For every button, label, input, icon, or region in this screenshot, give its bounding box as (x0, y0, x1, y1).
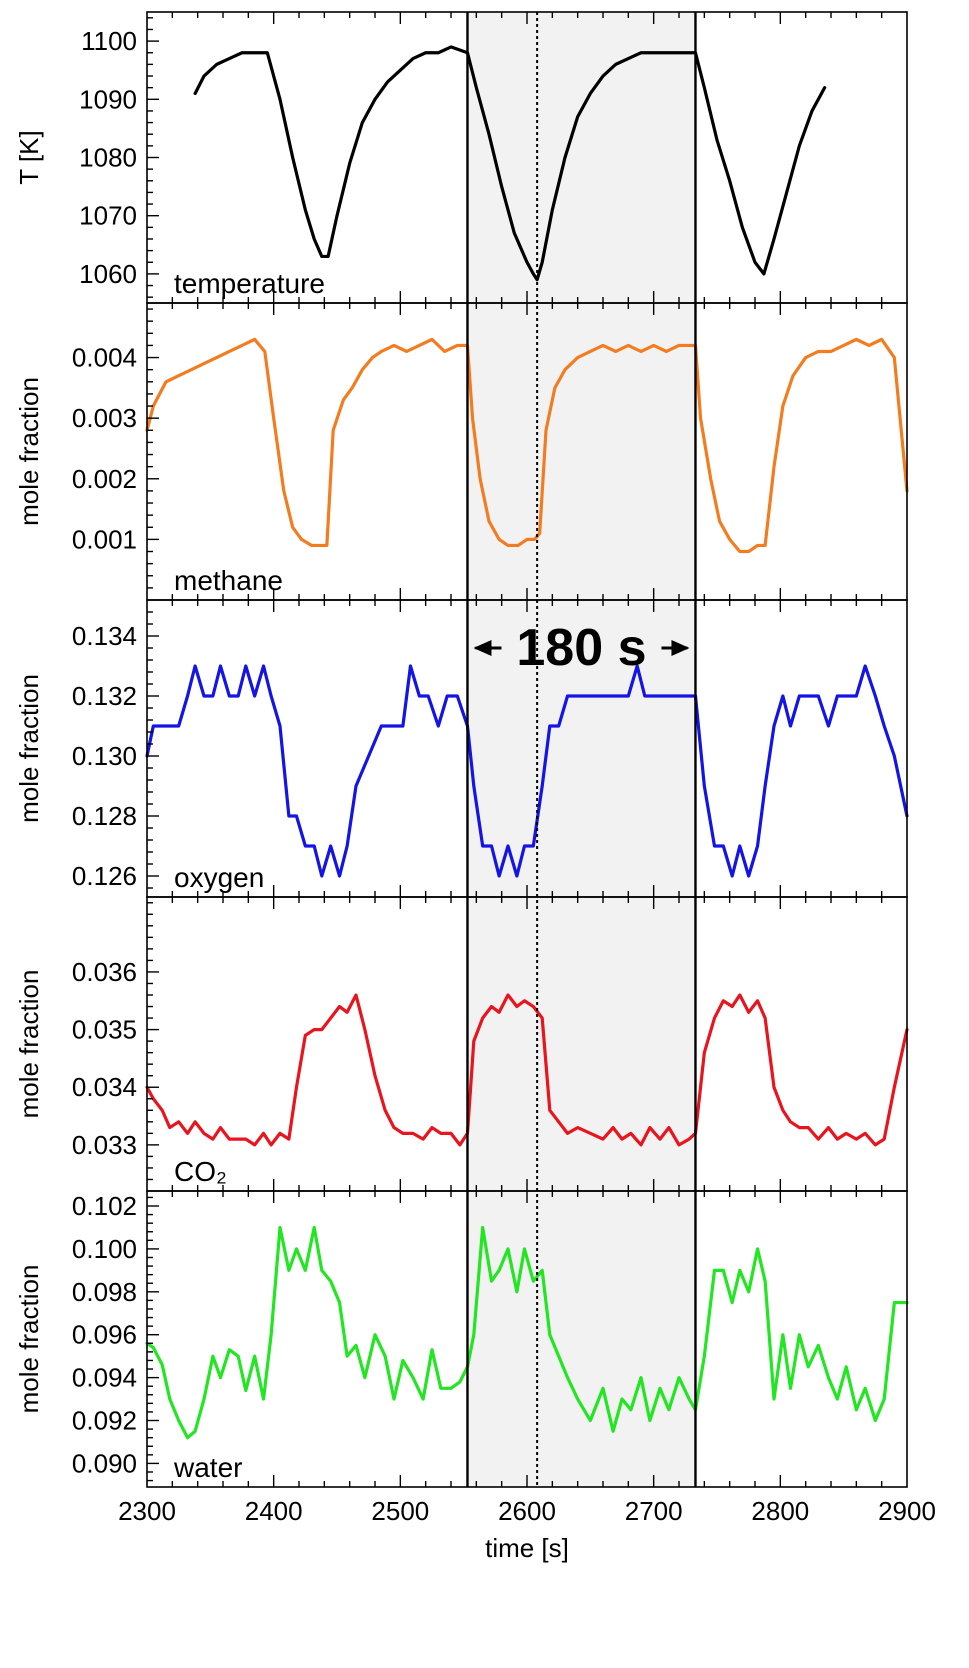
x-tick-label: 2600 (498, 1496, 556, 1526)
x-axis-label: time [s] (485, 1533, 569, 1563)
co2-y-tick-label: 0.034 (72, 1072, 137, 1102)
temperature-series-line (193, 45, 827, 282)
water-y-tick-label: 0.092 (72, 1406, 137, 1436)
temperature-y-tick-label: 1090 (79, 84, 137, 114)
co2-series-line (145, 993, 909, 1147)
methane-y-tick-label: 0.002 (72, 464, 137, 494)
co2-y-tick-label: 0.033 (72, 1130, 137, 1160)
temperature-y-tick-label: 1080 (79, 143, 137, 173)
methane-y-axis-label: mole fraction (14, 377, 44, 526)
oxygen-y-tick-label: 0.130 (72, 741, 137, 771)
annotation-180s-label: 180 s (516, 619, 646, 677)
water-y-axis-label: mole fraction (14, 1265, 44, 1414)
oxygen-y-axis-label: mole fraction (14, 674, 44, 823)
oxygen-y-tick-label: 0.132 (72, 681, 137, 711)
water-y-tick-label: 0.098 (72, 1277, 137, 1307)
methane-y-tick-label: 0.004 (72, 343, 137, 373)
water-y-tick-label: 0.102 (72, 1191, 137, 1221)
water-y-tick-label: 0.100 (72, 1234, 137, 1264)
water-series-line (145, 1225, 909, 1440)
methane-panel-label: methane (174, 565, 283, 596)
temperature-panel-label: temperature (174, 268, 325, 299)
water-y-tick-label: 0.096 (72, 1320, 137, 1350)
oxygen-panel-label: oxygen (174, 862, 264, 893)
shaded-region (467, 12, 696, 1487)
x-tick-label: 2300 (118, 1496, 176, 1526)
co2-panel-label: CO₂ (174, 1156, 227, 1187)
co2-y-tick-label: 0.035 (72, 1015, 137, 1045)
x-tick-label: 2900 (878, 1496, 936, 1526)
methane-y-tick-label: 0.003 (72, 403, 137, 433)
x-tick-label: 2400 (245, 1496, 303, 1526)
x-tick-label: 2700 (625, 1496, 683, 1526)
oxygen-y-tick-label: 0.126 (72, 861, 137, 891)
annotation-group: 180 s (473, 619, 690, 677)
co2-y-tick-label: 0.036 (72, 957, 137, 987)
ticks-layer (147, 12, 883, 1487)
methane-series-line (145, 337, 909, 554)
vertical-markers-layer (466, 12, 697, 1487)
water-y-tick-label: 0.094 (72, 1363, 137, 1393)
temperature-y-tick-label: 1070 (79, 201, 137, 231)
co2-y-axis-label: mole fraction (14, 970, 44, 1119)
water-y-tick-label: 0.090 (72, 1448, 137, 1478)
temperature-y-tick-label: 1060 (79, 259, 137, 289)
annotation-arrow-left-head (473, 640, 492, 656)
oxygen-series-line (145, 664, 909, 878)
x-tick-label: 2800 (751, 1496, 809, 1526)
temperature-y-axis-label: T [K] (14, 130, 44, 184)
shaded-band-layer (467, 12, 696, 1487)
methane-y-tick-label: 0.001 (72, 524, 137, 554)
labels-layer: 1060 1070 1080 1090 1100 T [K] temperature 0.00… (14, 26, 936, 1563)
temperature-y-tick-label: 1100 (81, 26, 137, 56)
annotation-arrow-right-head (671, 640, 690, 656)
water-panel-label: water (173, 1452, 242, 1483)
oxygen-y-tick-label: 0.128 (72, 801, 137, 831)
x-tick-label: 2500 (371, 1496, 429, 1526)
series-layer (145, 45, 909, 1440)
oxygen-y-tick-label: 0.134 (72, 621, 137, 651)
